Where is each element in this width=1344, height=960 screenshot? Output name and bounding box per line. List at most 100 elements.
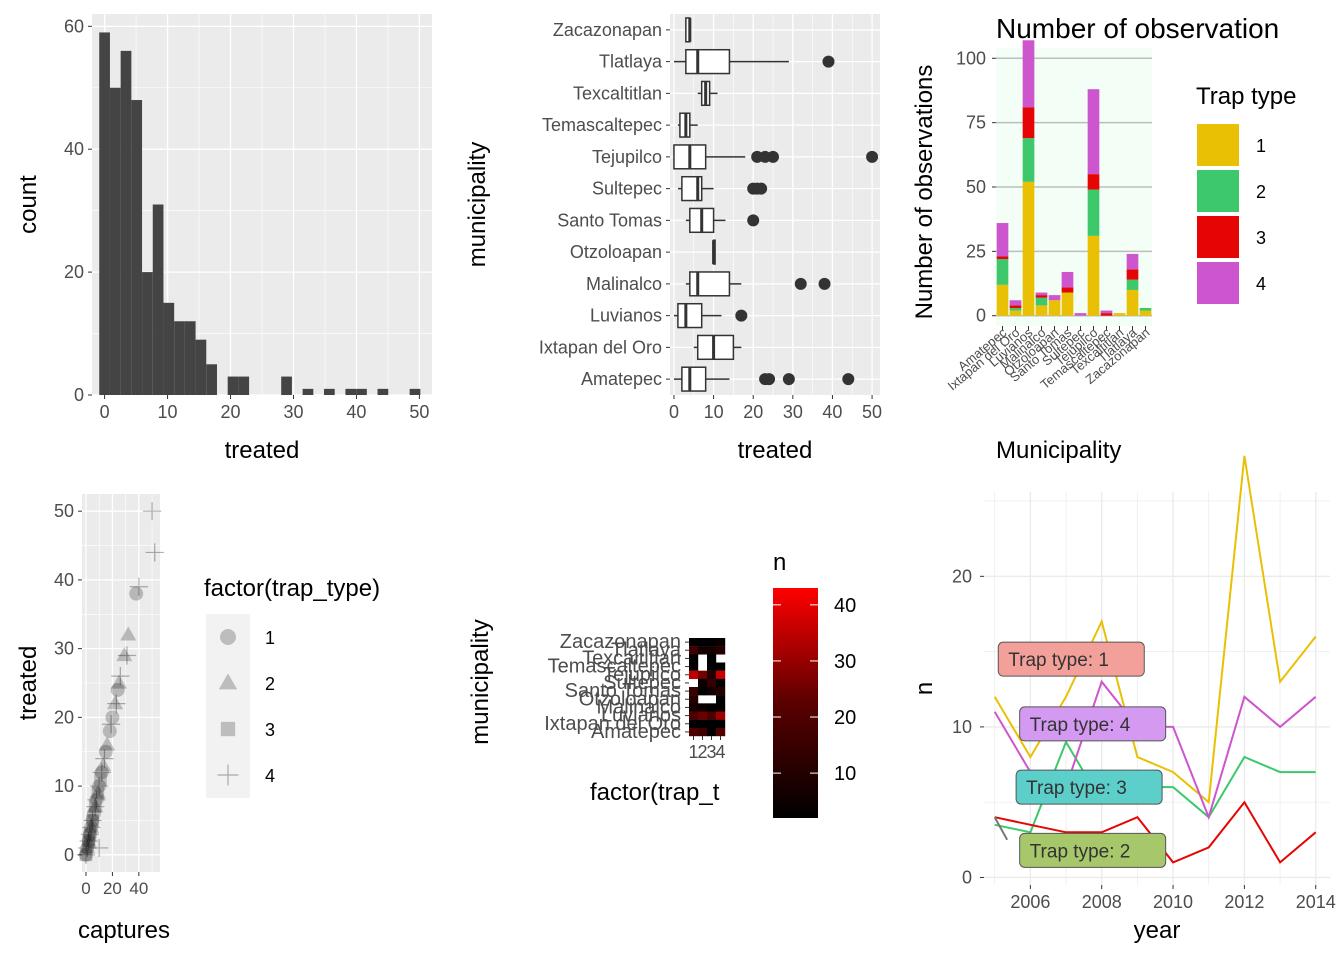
scatter-legend-title: factor(trap_type) [204,575,380,602]
heatmap-y-tick-label: Zacazonapan [560,631,681,653]
stacked-bar-segment [1048,295,1061,301]
box-outlier [755,182,768,195]
heatmap-colorbar-label: 40 [834,595,856,617]
scatter-point [80,825,100,844]
box-x-tick-label: 0 [669,402,679,422]
scatter-point [84,820,99,835]
heatmap-y-tick-label: Tejupilco [603,664,681,686]
scatter-point [83,811,102,830]
stacked-bar-segment [1087,235,1100,316]
stacked-bar-segment [1061,271,1074,288]
heatmap-y-tick-label: Ixtapan del Oro [544,713,681,735]
stacked-bar-segment [1113,313,1126,316]
scatter-point [90,838,109,858]
scatter-legend-key [206,660,250,706]
scatter-legend-label: 1 [265,628,275,648]
box-y-tick-label: Otzoloapan [570,242,662,262]
heatmap-y-tick-label: Tlatlaya [611,639,682,661]
scatter-point [107,695,124,710]
line-series-label-text: Trap type: 1 [1008,650,1109,671]
stacked-legend-label: 3 [1256,228,1266,248]
heatmap-cell [716,670,726,680]
heatmap-cell [689,703,699,712]
box-rect [696,334,735,361]
scatter-legend-symbol [220,721,236,737]
scatter-x-tick-label: 40 [129,879,148,898]
line-series-label-box [1019,706,1167,742]
stacked-bar-segment [1022,107,1035,139]
heatmap-y-tick-label: Texcaltitlan [582,647,681,669]
box-outlier [767,150,780,163]
scatter-point [92,763,111,782]
scatter-point [105,710,120,725]
hist-y-axis-title: count [15,175,42,234]
stacked-bar-segment [1022,138,1035,182]
line-x-axis-title: year [1134,917,1181,944]
scatter-point [82,834,95,848]
box-plot-background [670,14,880,395]
stacked-bar-segment [1139,310,1152,316]
line-y-axis-title: n [911,682,938,695]
stacked-bar-segment [1100,310,1113,314]
box-outlier [794,277,807,290]
heatmap-cell [698,646,708,655]
line-x-tick-label: 2008 [1082,892,1122,912]
scatter-legend-label: 4 [265,766,275,786]
box-x-tick-label: 30 [783,402,803,422]
box-x-tick-label: 50 [862,402,882,422]
box-y-tick-label: Santo Tomas [557,210,662,230]
boxplot-panel: Amatepec Ixtapan del Oro Luvianos Malinalco… [464,14,882,464]
stacked-bar-segment [1009,307,1022,311]
hist-x-tick-label: 0 [100,402,110,422]
hist-x-tick-label: 20 [221,402,241,422]
heatmap-cell [698,670,708,680]
heatmap-cell [698,687,708,696]
scatter-x-tick-label: 20 [103,879,122,898]
box-outlier [822,55,835,68]
scatter-point [142,502,162,521]
box-y-tick-label: Ixtapan del Oro [539,337,662,357]
line-y-tick-label: 0 [962,867,972,887]
stacked-bar-segment [1035,297,1048,306]
box-rect [677,302,703,329]
hist-x-tick-label: 50 [409,402,429,422]
scatter-point [129,577,148,596]
stacked-x-axis-title: Municipality [996,437,1121,464]
scatter-y-tick-label: 0 [64,845,74,865]
line-x-tick-label: 2014 [1296,892,1336,912]
stacked-bar-segment [996,223,1009,257]
hist-bar [302,388,314,395]
heatmap-cell [716,727,726,737]
stacked-bar-segment [996,259,1009,285]
scatter-y-tick-label: 10 [54,776,74,796]
scatter-point [88,800,102,814]
stacked-legend-key [1195,260,1241,306]
heatmap-cell [716,646,726,655]
hist-y-tick-label: 0 [74,385,84,405]
scatter-point [101,715,121,734]
stacked-legend-key [1195,122,1241,168]
scatter-point [90,776,109,796]
hist-bar [174,321,185,395]
heatmap-cell [689,727,699,737]
heatmap-cell [698,711,708,720]
scatter-point [87,790,106,809]
heatmap-y-tick-label: Otzoloapan [579,688,681,710]
scatter-point [78,847,93,862]
line-series-label-text: Trap type: 3 [1026,778,1127,799]
heatmap-cell [707,670,717,680]
stacked-bar-segment [1126,253,1139,270]
stacked-bar-segment [1139,307,1152,311]
stacked-bar-segment [1009,305,1022,308]
heatmap-panel: ZacazonapanTlatlayaTexcaltitlanTemascalt… [467,549,856,818]
stacked-bar-segment [1061,292,1074,316]
stacked-y-tick-label: 0 [976,306,986,326]
stacked-y-axis-title: Number of observations [911,65,938,320]
box-rect [689,271,731,297]
stacked-bar-segment [1074,313,1087,316]
scatter-point [116,647,133,662]
line-x-tick-label: 2012 [1224,892,1264,912]
heatmap-colorbar [773,588,818,818]
heatmap-cell [689,638,699,647]
heatmap-cell [698,703,708,712]
